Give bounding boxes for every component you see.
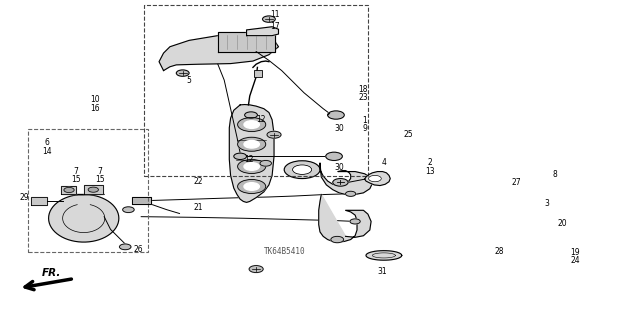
Circle shape xyxy=(260,160,271,166)
Circle shape xyxy=(234,153,246,160)
Circle shape xyxy=(267,131,281,138)
Bar xyxy=(254,70,262,77)
Polygon shape xyxy=(49,195,119,242)
Text: 11: 11 xyxy=(271,11,280,19)
Circle shape xyxy=(237,118,266,131)
Polygon shape xyxy=(319,195,371,242)
Circle shape xyxy=(249,266,263,272)
Text: 12: 12 xyxy=(257,115,266,124)
Text: 1: 1 xyxy=(362,116,367,125)
Text: 4: 4 xyxy=(381,158,387,167)
Text: 20: 20 xyxy=(558,219,568,228)
Text: 12: 12 xyxy=(244,155,253,164)
Text: 13: 13 xyxy=(425,167,435,176)
Circle shape xyxy=(328,111,344,119)
Text: TK64B5410: TK64B5410 xyxy=(264,247,306,256)
Polygon shape xyxy=(366,251,402,260)
Text: 10: 10 xyxy=(90,95,100,104)
Circle shape xyxy=(237,160,266,174)
Circle shape xyxy=(284,161,320,179)
Text: 16: 16 xyxy=(90,104,100,113)
Text: 25: 25 xyxy=(403,130,413,138)
Text: 7: 7 xyxy=(74,167,79,176)
Polygon shape xyxy=(320,163,372,195)
Circle shape xyxy=(331,236,344,243)
Text: 31: 31 xyxy=(378,267,387,276)
Polygon shape xyxy=(246,27,278,36)
Polygon shape xyxy=(31,197,47,204)
Circle shape xyxy=(346,191,356,196)
Text: 23: 23 xyxy=(358,93,368,102)
Text: 27: 27 xyxy=(512,178,522,187)
Circle shape xyxy=(244,183,259,190)
Text: 26: 26 xyxy=(133,245,143,254)
Text: 17: 17 xyxy=(271,22,280,31)
Bar xyxy=(145,4,368,176)
Text: 7: 7 xyxy=(97,167,102,176)
Circle shape xyxy=(350,219,360,224)
Circle shape xyxy=(369,175,381,182)
Circle shape xyxy=(333,179,348,186)
Circle shape xyxy=(244,163,259,170)
Text: 8: 8 xyxy=(552,170,557,179)
Polygon shape xyxy=(218,33,275,51)
Bar xyxy=(28,129,148,252)
Text: 21: 21 xyxy=(194,203,204,212)
Text: 22: 22 xyxy=(194,177,204,186)
Text: 28: 28 xyxy=(494,247,504,256)
Circle shape xyxy=(176,70,189,76)
Circle shape xyxy=(237,180,266,194)
Text: 30: 30 xyxy=(334,124,344,133)
Circle shape xyxy=(244,121,259,128)
Circle shape xyxy=(262,16,275,22)
Text: 15: 15 xyxy=(95,175,104,184)
Polygon shape xyxy=(61,186,76,195)
Text: 3: 3 xyxy=(544,199,549,208)
Text: 5: 5 xyxy=(187,76,191,85)
Text: 14: 14 xyxy=(42,147,51,156)
Text: 19: 19 xyxy=(571,248,580,257)
Circle shape xyxy=(64,188,74,193)
Text: 30: 30 xyxy=(334,163,344,172)
Polygon shape xyxy=(84,185,103,195)
Circle shape xyxy=(244,112,257,118)
Text: 29: 29 xyxy=(19,193,29,202)
Text: 15: 15 xyxy=(71,175,81,184)
Circle shape xyxy=(88,187,99,192)
Circle shape xyxy=(292,165,312,174)
Text: FR.: FR. xyxy=(42,268,61,278)
Circle shape xyxy=(244,140,259,148)
Circle shape xyxy=(123,207,134,212)
Circle shape xyxy=(326,152,342,160)
Polygon shape xyxy=(365,172,390,186)
Circle shape xyxy=(237,137,266,151)
Text: 2: 2 xyxy=(428,158,432,167)
Polygon shape xyxy=(229,105,274,202)
Text: 24: 24 xyxy=(571,256,580,265)
Polygon shape xyxy=(132,197,151,204)
Circle shape xyxy=(120,244,131,250)
Text: 9: 9 xyxy=(362,124,367,133)
Polygon shape xyxy=(159,34,278,70)
Text: 6: 6 xyxy=(44,138,49,147)
Text: 18: 18 xyxy=(358,85,368,94)
